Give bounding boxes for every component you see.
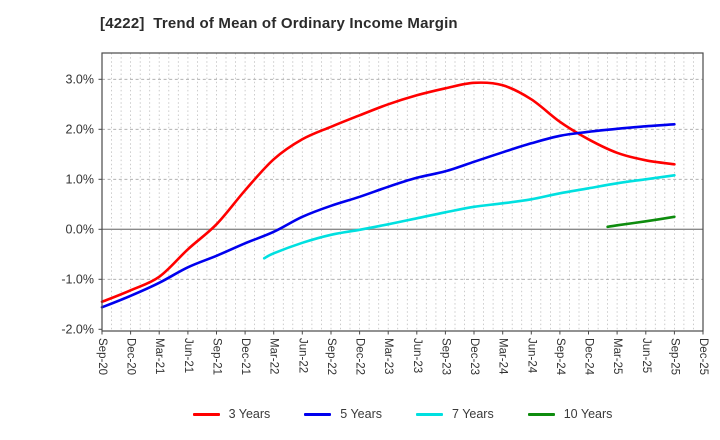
vertical-gridlines xyxy=(111,53,694,331)
x-tick-label: Sep-22 xyxy=(325,338,337,375)
horizontal-gridlines xyxy=(102,78,703,280)
y-tick-label: -1.0% xyxy=(61,273,94,287)
legend-item-3-years: 3 Years xyxy=(192,407,271,421)
legend-line-swatch xyxy=(192,412,220,416)
x-tick-label: Dec-24 xyxy=(583,338,595,376)
x-tick-label: Mar-22 xyxy=(268,338,280,374)
x-tick-label: Mar-24 xyxy=(497,338,509,375)
x-tick-label: Jun-24 xyxy=(525,338,537,374)
x-tick-label: Sep-20 xyxy=(96,338,108,375)
x-tick-label: Jun-23 xyxy=(411,338,423,373)
legend-item-5-years: 5 Years xyxy=(304,407,382,421)
plot-border xyxy=(101,52,704,332)
legend-label: 10 Years xyxy=(563,407,613,421)
y-tick-label: 3.0% xyxy=(66,73,95,87)
chart-title: [4222] Trend of Mean of Ordinary Income … xyxy=(100,15,458,32)
series-line-5-years xyxy=(100,123,676,309)
legend-label: 3 Years xyxy=(228,407,271,421)
x-tick-label: Mar-25 xyxy=(611,338,623,374)
x-tick-label: Jun-22 xyxy=(296,338,308,373)
x-tick-label: Dec-21 xyxy=(239,338,251,375)
legend-label: 7 Years xyxy=(452,407,494,421)
x-tick-label: Mar-23 xyxy=(382,338,394,374)
x-tick-label: Sep-24 xyxy=(554,338,566,376)
x-tick-label: Jun-21 xyxy=(182,338,194,373)
series-line-3-years xyxy=(100,81,676,304)
series-line-10-years xyxy=(606,215,676,229)
x-tick-label: Dec-22 xyxy=(354,338,366,375)
y-axis-labels: 3.0% 2.0% 1.0% 0.0% -1.0% -2.0% xyxy=(61,73,94,337)
x-tick-label: Jun-25 xyxy=(640,338,652,373)
y-tick-label: 0.0% xyxy=(66,223,95,237)
x-tick-label: Sep-21 xyxy=(211,338,223,375)
x-axis-ticks xyxy=(98,78,704,335)
legend-line-swatch xyxy=(527,412,555,416)
legend-line-swatch xyxy=(416,412,444,416)
x-axis-labels: Sep-20 Dec-20 Mar-21 Jun-21 Sep-21 Dec-21 Mar-… xyxy=(96,338,709,376)
legend-item-10-years: 10 Years xyxy=(527,407,613,421)
x-tick-label: Dec-25 xyxy=(697,338,709,375)
legend-label: 5 Years xyxy=(340,407,383,421)
chart-legend: 3 Years 5 Years 7 Years 10 Years xyxy=(102,403,703,425)
x-tick-label: Sep-25 xyxy=(668,338,680,375)
y-tick-label: 1.0% xyxy=(66,173,95,187)
series-line-7-years xyxy=(262,174,676,260)
legend-item-7-years: 7 Years xyxy=(416,407,494,421)
y-tick-label: -2.0% xyxy=(61,323,94,337)
x-tick-label: Mar-21 xyxy=(153,338,165,374)
x-tick-label: Sep-23 xyxy=(439,338,451,375)
x-tick-label: Dec-23 xyxy=(468,338,480,375)
y-tick-label: 2.0% xyxy=(66,123,95,137)
x-tick-label: Dec-20 xyxy=(125,338,137,375)
legend-line-swatch xyxy=(304,412,332,416)
